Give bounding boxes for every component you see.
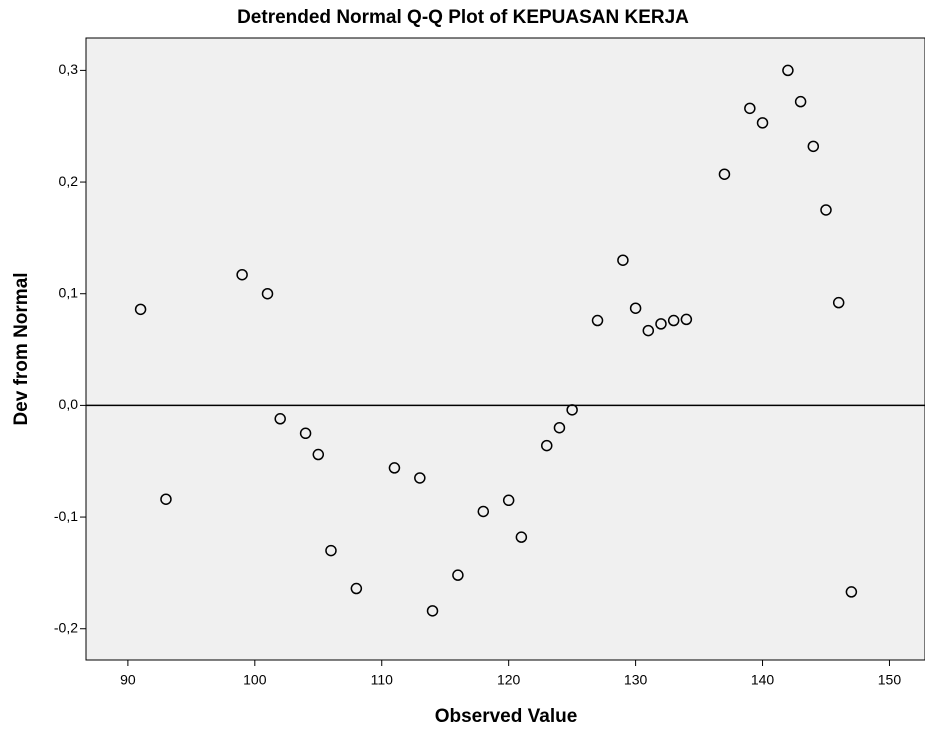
x-tick-label: 140 [751, 672, 775, 688]
point [782, 64, 794, 77]
point [502, 494, 515, 507]
x-tick-label: 90 [120, 672, 136, 688]
y-axis-label: Dev from Normal [11, 272, 32, 425]
point [134, 303, 147, 316]
point [718, 168, 731, 180]
point [744, 102, 756, 115]
point [350, 582, 363, 595]
point [541, 439, 553, 452]
point [794, 95, 807, 108]
point [312, 448, 325, 461]
point [553, 421, 566, 434]
point [845, 586, 858, 598]
point [160, 493, 172, 505]
point [807, 140, 820, 153]
point [426, 605, 439, 617]
point [667, 314, 680, 327]
x-axis-label: Observed Value [435, 706, 578, 727]
y-tick-label: -0,2 [54, 619, 78, 635]
y-tick-label: 0,2 [59, 173, 79, 189]
point [820, 204, 832, 216]
plot-area [85, 37, 925, 661]
point [388, 462, 401, 474]
point [617, 254, 629, 266]
point [325, 544, 337, 557]
point [452, 569, 464, 581]
point [680, 313, 693, 326]
point [477, 505, 490, 518]
y-tick-label: 0,1 [59, 284, 79, 300]
point [274, 413, 286, 425]
point [655, 318, 667, 330]
point [566, 404, 578, 416]
point [261, 287, 274, 300]
x-tick-label: 110 [371, 672, 394, 688]
x-tick-label: 150 [878, 672, 902, 688]
point [515, 531, 528, 543]
x-tick-label: 100 [243, 672, 267, 688]
y-tick-label: 0,3 [59, 61, 79, 77]
point [756, 117, 769, 129]
point [642, 324, 655, 337]
point [299, 427, 312, 440]
y-tick-label: -0,1 [54, 508, 78, 524]
point [629, 302, 642, 314]
chart-title: Detrended Normal Q-Q Plot of KEPUASAN KE… [237, 7, 689, 28]
point [414, 472, 426, 484]
point [591, 314, 604, 327]
y-tick-label: 0,0 [59, 396, 79, 412]
x-tick-label: 130 [624, 672, 648, 688]
point [236, 268, 248, 281]
x-tick-label: 120 [497, 672, 521, 688]
point [832, 296, 845, 309]
